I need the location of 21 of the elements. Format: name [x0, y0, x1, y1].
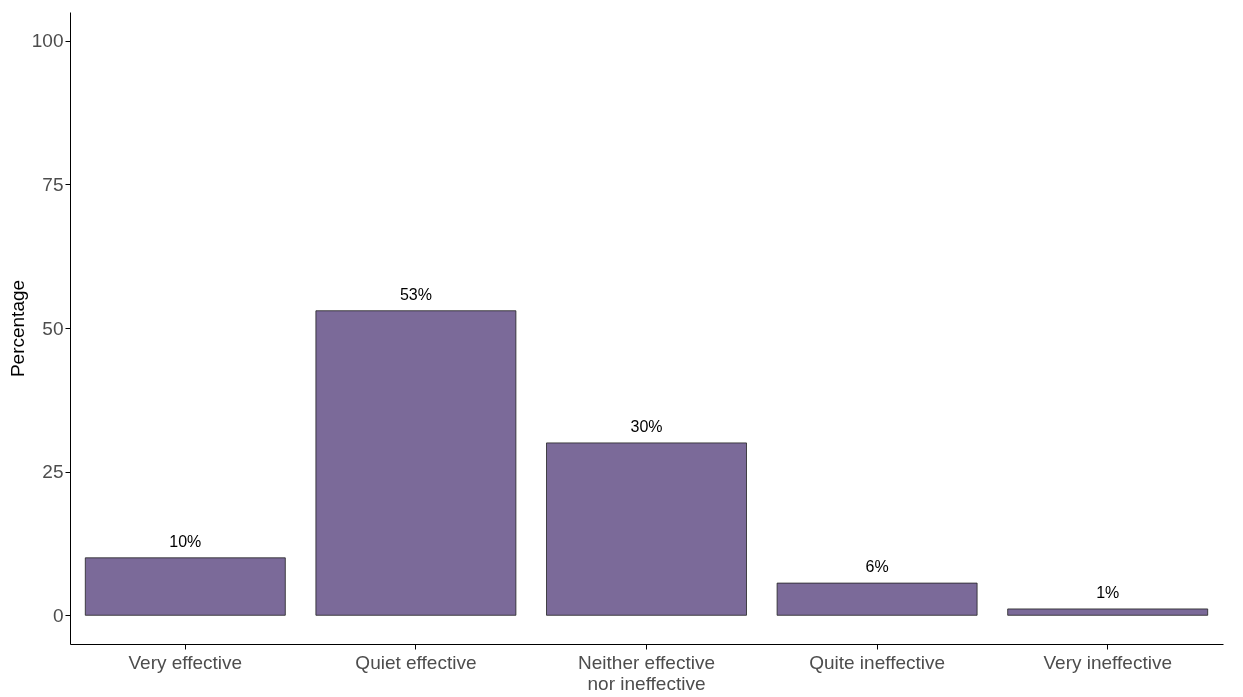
y-tick-label: 0 — [52, 604, 64, 626]
bar — [315, 310, 517, 616]
data-label: 30% — [630, 417, 663, 435]
y-tick-label: 50 — [42, 317, 64, 339]
data-label: 53% — [399, 285, 432, 303]
data-label: 1% — [1096, 583, 1120, 601]
x-tick-label: Quiet effective — [355, 651, 477, 673]
bar — [84, 557, 286, 616]
x-tick-label: Very effective — [128, 651, 243, 673]
x-tick-label: Very ineffective — [1043, 651, 1172, 673]
y-tick-label: 100 — [31, 30, 64, 52]
bar — [776, 582, 978, 616]
y-tick-label: 25 — [42, 461, 64, 483]
data-label: 6% — [865, 558, 889, 576]
bar — [1007, 608, 1209, 616]
x-tick-label: Neither effective nor ineffective — [578, 651, 715, 694]
x-tick-label: Quite ineffective — [809, 651, 946, 673]
y-tick-label: 75 — [42, 173, 64, 195]
data-label: 10% — [169, 532, 202, 550]
bar — [546, 442, 747, 616]
y-axis-title: Percentage — [6, 279, 28, 378]
